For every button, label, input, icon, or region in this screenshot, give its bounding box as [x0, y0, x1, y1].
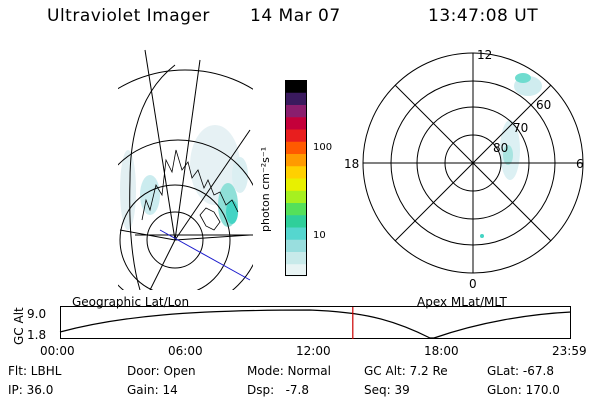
timeline-tick-1800: 18:00 — [424, 344, 459, 358]
colorbar-segment — [285, 190, 307, 203]
polar-label-12: 12 — [477, 48, 493, 62]
polar-label-6: 6 — [576, 157, 584, 171]
timeline-axis-label: GC Alt — [12, 307, 26, 345]
colorbar-segment — [285, 92, 307, 105]
colorbar-border — [285, 80, 307, 276]
polar-grid — [362, 52, 584, 274]
instrument-title: Ultraviolet Imager — [47, 6, 210, 26]
colorbar-segment — [285, 165, 307, 179]
colorbar-segment — [285, 116, 307, 130]
apex-caption: Apex MLat/MLT — [417, 295, 507, 309]
altitude-curve — [59, 309, 572, 339]
geographic-caption: Geographic Lat/Lon — [72, 295, 190, 309]
colorbar-segment — [285, 129, 307, 142]
colorbar-segment — [285, 141, 307, 154]
polar-label-18: 18 — [344, 157, 360, 171]
colorbar-segment — [285, 263, 307, 277]
status-door: Door: Open — [127, 364, 196, 378]
colorbar-segment — [285, 153, 307, 167]
ring-label-80: 80 — [493, 141, 509, 155]
timeline-tick-0000: 00:00 — [40, 344, 75, 358]
time-label: 13:47:08 UT — [428, 6, 539, 26]
timeline-tick-0600: 06:00 — [168, 344, 203, 358]
colorbar-segment — [285, 80, 307, 93]
colorbar — [285, 80, 307, 277]
status-glon: GLon: 170.0 — [487, 383, 560, 397]
colorbar-segment — [285, 178, 307, 191]
status-gain: Gain: 14 — [127, 383, 178, 397]
date-label: 14 Mar 07 — [250, 6, 341, 26]
status-gc-alt: GC Alt: 7.2 Re — [364, 364, 448, 378]
status-glat: GLat: -67.8 — [487, 364, 554, 378]
timeline-y-top: 9.0 — [27, 307, 47, 321]
ring-label-70: 70 — [513, 121, 529, 135]
colorbar-segment — [285, 202, 307, 216]
status-ip: IP: 36.0 — [8, 383, 54, 397]
timeline-frame — [60, 306, 571, 339]
colorbar-segment — [285, 214, 307, 228]
status-mode: Mode: Normal — [247, 364, 331, 378]
colorbar-segment — [285, 251, 307, 265]
timeline-tick-2359: 23:59 — [552, 344, 587, 358]
status-filter: Flt: LBHL — [8, 364, 62, 378]
status-dsp: Dsp: -7.8 — [247, 383, 310, 397]
colorbar-segment — [285, 104, 307, 118]
timeline-y-bottom: 1.8 — [27, 328, 47, 342]
polar-label-0: 0 — [469, 277, 477, 291]
timeline-chart — [59, 306, 572, 339]
colorbar-segment — [285, 227, 307, 240]
status-seq: Seq: 39 — [364, 383, 410, 397]
ring-label-60: 60 — [536, 98, 552, 112]
geographic-grid — [118, 49, 253, 290]
colorbar-segment — [285, 239, 307, 252]
colorbar-tick-100: 100 — [313, 142, 333, 153]
timeline-tick-1200: 12:00 — [296, 344, 331, 358]
colorbar-tick-10: 10 — [313, 230, 326, 241]
